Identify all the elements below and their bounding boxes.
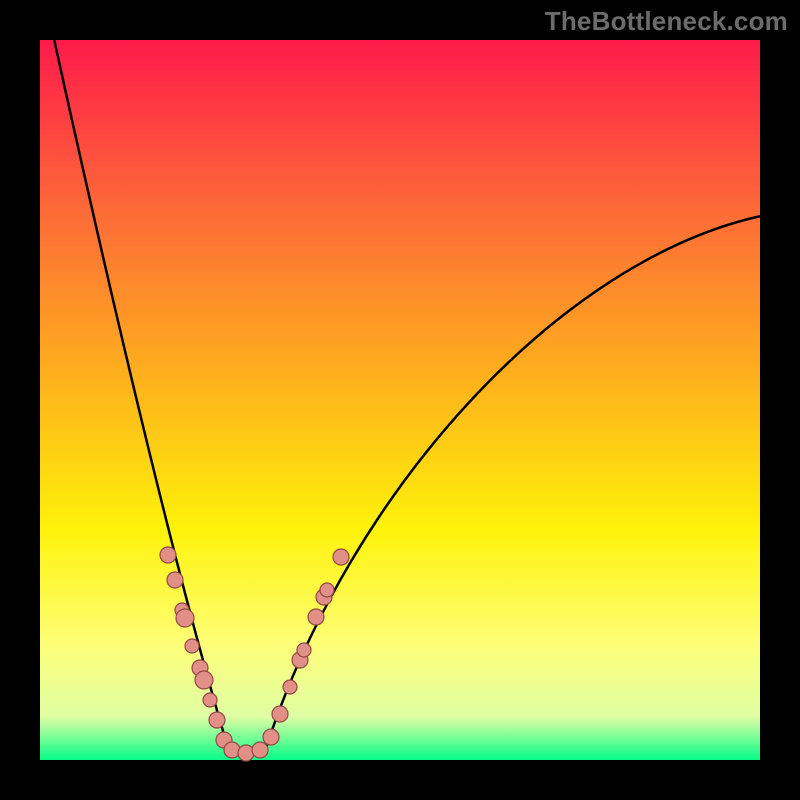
bead-point — [160, 547, 176, 563]
bead-point — [185, 639, 199, 653]
plot-background — [40, 40, 760, 760]
bead-point — [238, 745, 254, 761]
bead-point — [203, 693, 217, 707]
bottleneck-chart: TheBottleneck.com — [0, 0, 800, 800]
chart-svg — [0, 0, 800, 800]
bead-point — [272, 706, 288, 722]
watermark-text: TheBottleneck.com — [545, 6, 788, 37]
bead-point — [167, 572, 183, 588]
bead-point — [283, 680, 297, 694]
bead-point — [176, 609, 194, 627]
bead-point — [297, 643, 311, 657]
bead-point — [224, 742, 240, 758]
bead-point — [333, 549, 349, 565]
bead-point — [195, 671, 213, 689]
bead-point — [252, 742, 268, 758]
bead-point — [308, 609, 324, 625]
bead-point — [320, 583, 334, 597]
bead-point — [209, 712, 225, 728]
bead-point — [263, 729, 279, 745]
